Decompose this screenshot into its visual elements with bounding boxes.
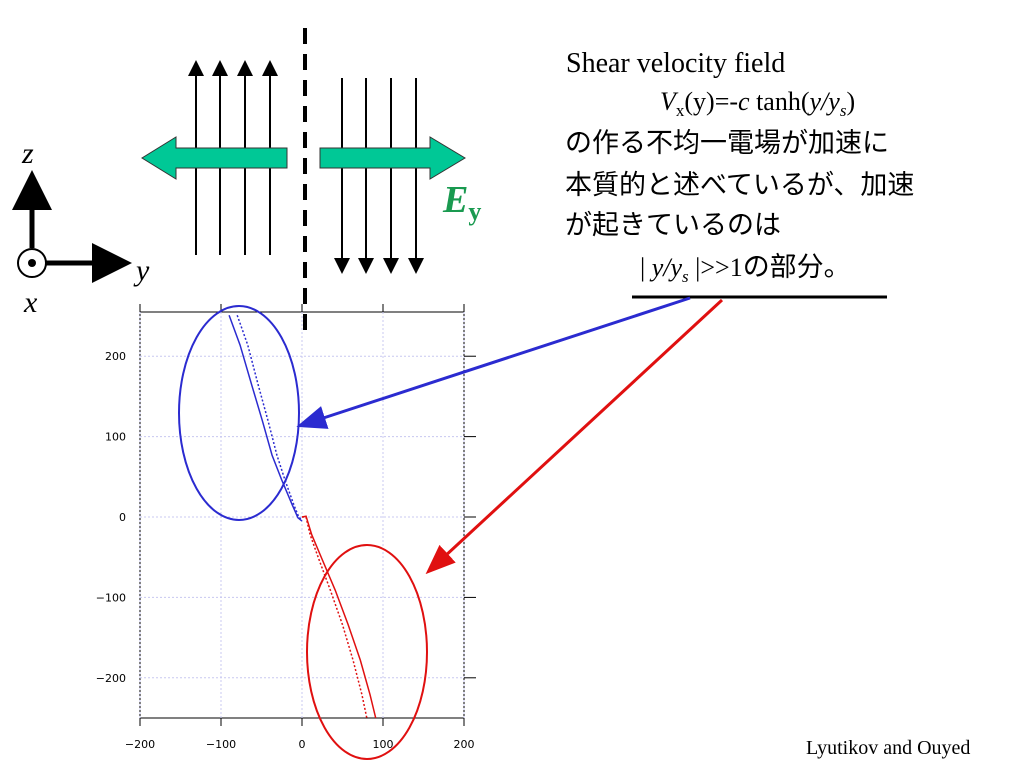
credit: Lyutikov and Ouyed xyxy=(806,737,970,759)
pointer-arrow xyxy=(425,298,724,575)
field-subscript: y xyxy=(468,197,481,226)
text-part: s xyxy=(682,267,689,286)
formula-part: V xyxy=(660,87,679,116)
formula-part: y/y xyxy=(807,87,841,116)
data-line xyxy=(236,314,303,521)
axis-label: x xyxy=(23,286,38,319)
x-tick-label: −100 xyxy=(206,738,236,751)
text-part: y/y xyxy=(649,253,683,282)
axis-label: z xyxy=(21,137,34,170)
heading: Shear velocity field xyxy=(566,48,785,79)
shear-arrow xyxy=(141,136,288,180)
y-tick-label: −200 xyxy=(96,672,126,685)
data-line xyxy=(228,314,303,522)
field-symbol: E xyxy=(442,179,468,221)
formula-part: (y)=- xyxy=(684,87,738,116)
text-line: | y/ys |>>1の部分。 xyxy=(640,252,851,286)
data-line xyxy=(301,515,377,719)
formula-part: x xyxy=(676,101,685,120)
x-tick-label: 0 xyxy=(299,738,306,751)
x-axis-dot xyxy=(28,259,36,267)
formula-part: s xyxy=(840,101,847,120)
plot: −200 −100 0 100 200 −200 −100 0 100 200 xyxy=(96,304,476,751)
highlight-ellipse xyxy=(306,544,428,760)
y-tick-label: 100 xyxy=(105,431,126,444)
highlight-ellipse xyxy=(178,305,300,521)
formula-part: tanh( xyxy=(750,87,810,116)
y-tick-label: 0 xyxy=(119,511,126,524)
formula-part: c xyxy=(738,87,750,116)
text-line: の作る不均一電場が加速に xyxy=(565,128,889,159)
text-part: | xyxy=(640,253,652,282)
field-label: Ey xyxy=(442,179,481,226)
text-line: 本質的と述べているが、加速 xyxy=(565,170,914,201)
pointer-arrow xyxy=(296,296,691,429)
axis-label: y xyxy=(133,254,150,287)
x-tick-label: −200 xyxy=(125,738,155,751)
formula-part: ) xyxy=(846,87,855,116)
x-tick-label: 100 xyxy=(373,738,394,751)
diagram xyxy=(11,28,466,340)
data-line xyxy=(302,516,368,719)
formula: Vx(y)=-c tanh(y/ys) xyxy=(660,87,855,120)
y-tick-label: 200 xyxy=(105,350,126,363)
text-part: の部分。 xyxy=(743,252,851,283)
text-part: |>>1 xyxy=(689,253,743,282)
y-tick-label: −100 xyxy=(96,591,126,604)
shear-arrow xyxy=(319,136,466,180)
x-tick-label: 200 xyxy=(454,738,475,751)
text-line: が起きているのは xyxy=(565,210,781,241)
